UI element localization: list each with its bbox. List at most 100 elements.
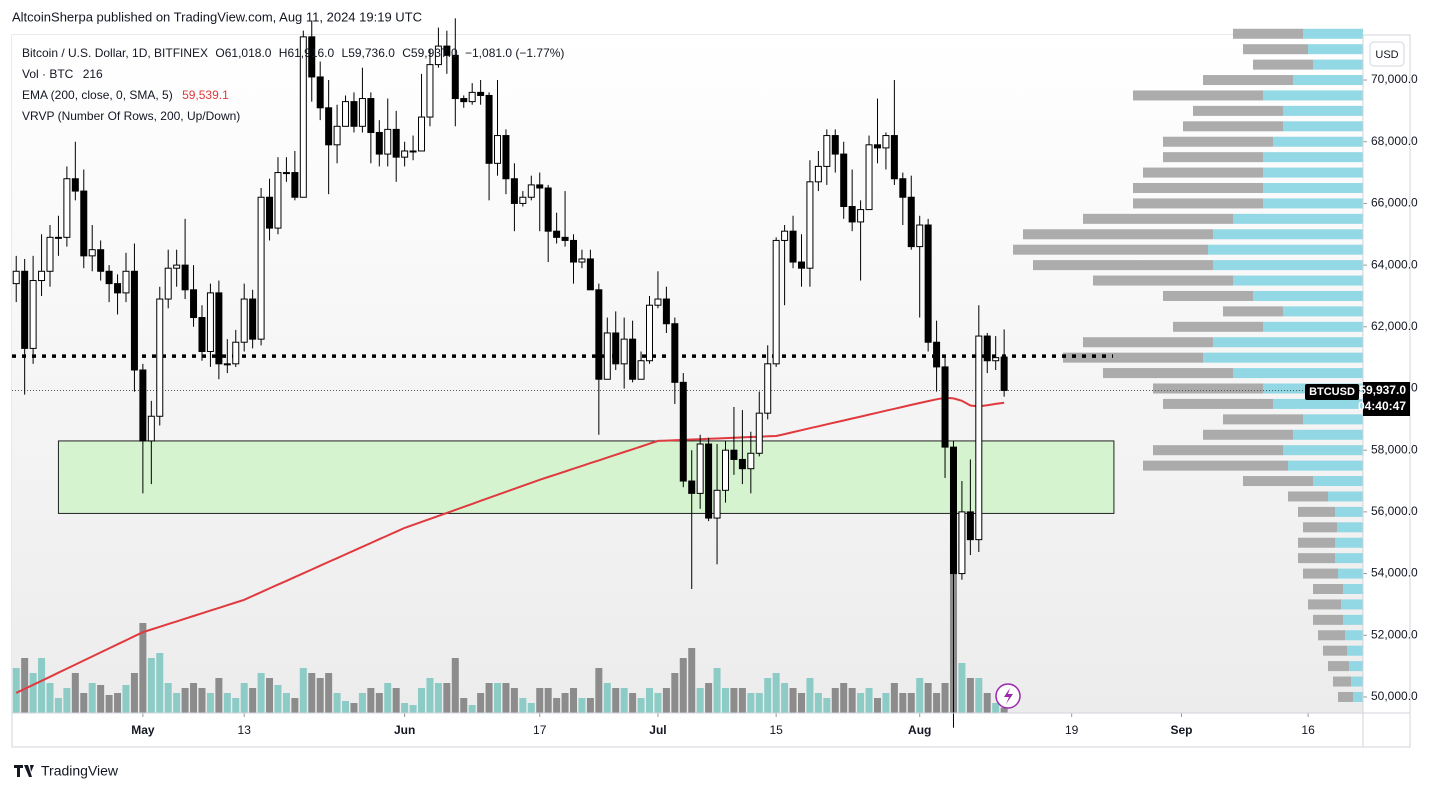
profile-down [1163,398,1273,409]
profile-up [1308,44,1363,55]
profile-up [1335,553,1363,564]
profile-down [1153,445,1283,456]
candle-body [679,381,687,482]
ema-line [15,396,1005,694]
volume-bar [789,688,797,713]
volume-bar [147,658,155,713]
volume-bar [291,698,299,713]
candle-body [130,270,138,371]
volume-bar [510,688,518,713]
x-tick-label: Sep [1170,723,1192,737]
currency[interactable]: USD [1375,49,1398,61]
candle-body [477,91,485,96]
candle-body [97,249,105,272]
candle-body [814,165,822,183]
candle-body [823,135,831,167]
profile-up [1263,198,1363,209]
volume-bar [536,688,544,713]
candle-body [873,144,881,149]
volume-bar [747,693,755,713]
profile-up [1263,152,1363,163]
volume-bar [426,678,434,713]
publisher: AltcoinSherpa published on TradingView.c… [12,9,422,24]
support-zone [57,440,1115,514]
volume-bar [38,658,46,713]
candle-body [789,230,797,263]
volume-bar [983,693,991,713]
brand: TradingView [41,763,119,779]
profile-down [1133,182,1263,193]
profile-up [1263,167,1363,178]
profile-down [1203,429,1293,440]
volume-bar [806,678,814,713]
profile-down [1243,476,1313,487]
profile-up [1283,445,1363,456]
candle-body [637,360,645,380]
volume-bar [358,693,366,713]
x-tick-label: Jun [394,723,415,737]
volume-bar [764,678,772,713]
volume-bar [71,673,79,713]
candle-body [282,172,290,175]
volume-bar [890,683,898,713]
profile-up [1233,275,1363,286]
candle-body [907,196,915,248]
candle-body [857,209,865,223]
volume-bar [249,688,257,713]
profile-down [1328,661,1349,672]
profile-up [1353,691,1363,702]
profile-up [1233,368,1363,379]
candle-body [958,511,966,575]
candle-body [257,196,265,340]
candle-body [156,298,164,417]
candle-body [358,98,366,127]
candle-body [249,298,257,340]
y-tick-label: 58,000.0 [1371,442,1418,456]
currency-button[interactable] [1369,41,1405,67]
profile-up [1338,568,1363,579]
profile-up [1345,630,1363,641]
volume-bar [316,678,324,713]
profile-down [1083,213,1233,224]
candle-body [1000,356,1008,391]
profile-up [1343,614,1363,625]
legend-volume: Vol · BTC 216 [22,67,103,81]
candle-body [342,101,350,127]
volume-bar [916,678,924,713]
candle-body [924,224,932,343]
candle-body [443,45,451,56]
volume-bar [54,698,62,713]
profile-down [1253,59,1313,70]
profile-up [1343,583,1363,594]
profile-up [1273,398,1363,409]
profile-down [1153,383,1263,394]
volume-bar [130,673,138,713]
candle-body [519,196,527,204]
candle-body [882,135,890,149]
volume-bar [992,703,1000,713]
profile-up [1293,429,1363,440]
profile-down [1163,136,1273,147]
candle-body [409,150,417,153]
candle-body [705,443,713,519]
profile-down [1303,568,1338,579]
profile-down [1203,75,1293,86]
profile-down [1298,537,1335,548]
volume-bar [139,623,147,713]
candle-body [181,264,189,291]
candle-body [299,36,307,198]
profile-up [1263,90,1363,101]
candle-body [510,178,518,204]
profile-down [1173,321,1263,332]
candle-body [544,187,552,232]
brand-logo [14,765,34,777]
profile-up [1351,676,1363,687]
change: −1,081.0 (−1.77%) [465,46,564,60]
price-tag [1363,382,1410,416]
last-price: 59,937.0 [1359,383,1406,397]
volume-bar [705,683,713,713]
volume-bar [797,693,805,713]
candle-body [806,181,814,269]
volume-bar [342,701,350,713]
